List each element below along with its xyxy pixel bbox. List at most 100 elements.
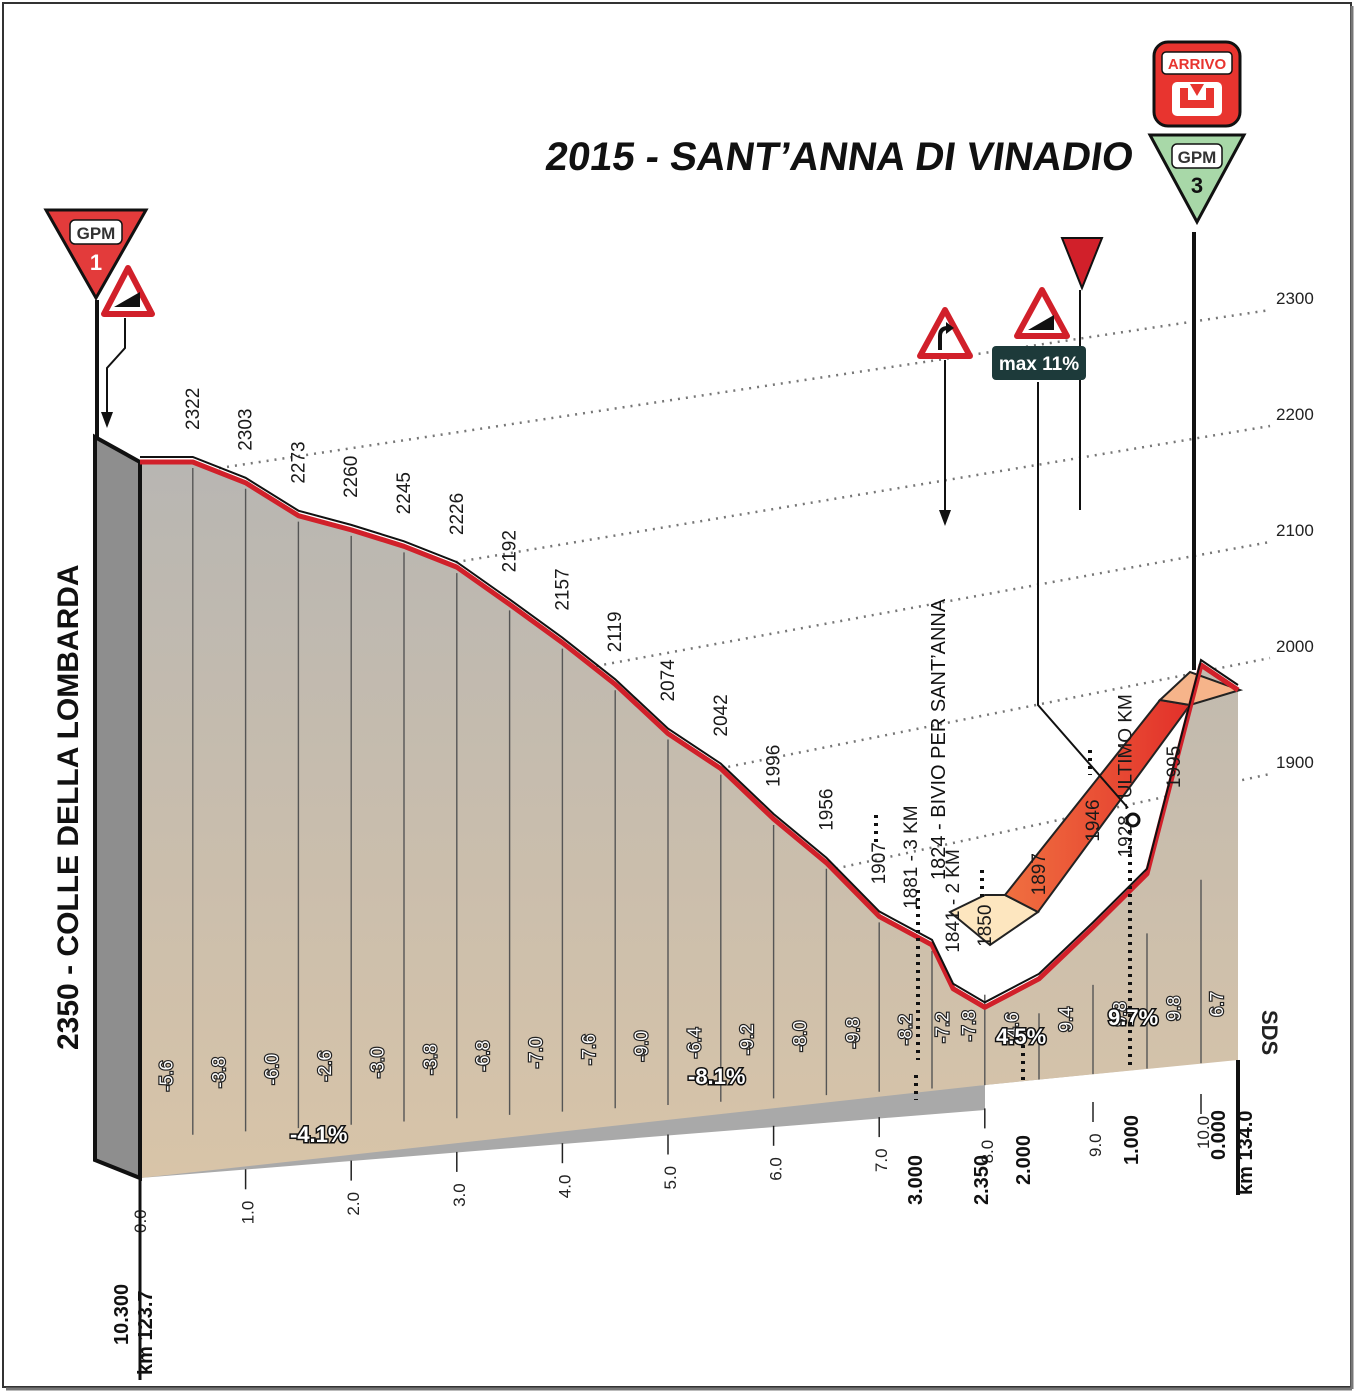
gpm-start-label: GPM — [77, 224, 116, 243]
elevation-label: 1956 — [816, 788, 837, 830]
gradient-label: -7.6 — [579, 1034, 599, 1065]
start-km: km 123.7 — [135, 1290, 157, 1375]
gradient-label: -7.0 — [526, 1037, 546, 1068]
start-arrow — [106, 318, 126, 418]
gradient-labels: -5.6 -3.8 -6.0 -2.6 -3.0 -3.8 -6.8 -7.0 -7.6 -9.0… — [155, 990, 1228, 1092]
gpm-finish-label: GPM — [1178, 148, 1217, 167]
elevation-label: 2260 — [341, 456, 362, 498]
elevation-tick-label: 2300 — [1276, 289, 1314, 308]
poi-bivio: 1824 - BIVIO PER SANT’ANNA — [928, 598, 950, 880]
km-tick-label: 10.0 — [1194, 1116, 1213, 1149]
elevation-label: 1946 — [1083, 799, 1104, 841]
elevation-label: 1881 - 3 KM — [901, 805, 922, 909]
finish-arrow-icon — [1172, 82, 1222, 116]
elevation-label: 2226 — [447, 493, 468, 535]
descent-warning-icon — [101, 265, 155, 317]
gradient-label: -8.0 — [790, 1021, 810, 1052]
gradient-label: -9.2 — [737, 1024, 757, 1055]
gpm-finish-category: 3 — [1191, 173, 1203, 198]
elevation-label: 2303 — [236, 409, 257, 451]
elevation-label: 2119 — [605, 611, 626, 652]
elevation-label: 1907 — [869, 842, 890, 884]
gradient-label: -7.2 — [933, 1012, 953, 1043]
flamme-rouge-icon — [1060, 237, 1104, 291]
road-outline — [140, 456, 1239, 1004]
gradient-label: -9.8 — [843, 1017, 863, 1048]
gradient-label: -3.0 — [368, 1047, 388, 1078]
max-gradient-pointer — [1037, 382, 1129, 809]
gradient-label: -3.8 — [209, 1057, 229, 1088]
segment-dividers — [192, 468, 1202, 1135]
gradient-label: -8.2 — [896, 1014, 916, 1045]
profile-area — [140, 462, 1238, 1178]
elevation-label: 1996 — [764, 745, 785, 787]
to-go-start: 10.300 — [111, 1284, 133, 1345]
road-line — [140, 459, 1240, 1010]
km-tick-label: 9.0 — [1086, 1133, 1105, 1157]
avg-gradient-2: -8.1% — [688, 1064, 745, 1089]
max-gradient-badge: max 11% — [992, 346, 1086, 380]
elevation-tick-label: 2200 — [1276, 405, 1314, 424]
to-go-2000: 2.000 — [1013, 1135, 1035, 1185]
gradient-label: -7.8 — [959, 1010, 979, 1041]
to-go-3000: 3.000 — [905, 1155, 927, 1205]
elevation-label: 2245 — [394, 472, 415, 514]
sds-logo: SDS — [1257, 1010, 1282, 1055]
gradient-label: -5.6 — [156, 1060, 176, 1091]
elevation-label: 2322 — [183, 388, 204, 430]
gpm-start-category: 1 — [90, 250, 102, 275]
start-arrow-head — [101, 412, 113, 428]
arrivo-badge: ARRIVO — [1152, 40, 1242, 128]
max-gradient-point — [1125, 812, 1141, 828]
start-location-label: 2350 - COLLE DELLA LOMBARDA — [52, 564, 85, 1050]
profile-left-face — [93, 433, 142, 1181]
to-go-2350: 2.350 — [971, 1155, 993, 1205]
gpm-start-badge: GPM 1 — [43, 208, 149, 302]
km-tick-label: 6.0 — [767, 1157, 786, 1181]
gradient-label: 6.7 — [1207, 992, 1227, 1017]
page-title: 2015 - SANT’ANNA DI VINADIO — [543, 134, 1137, 179]
km-tick-label: 1.0 — [239, 1201, 258, 1225]
elevation-tick-label: 2100 — [1276, 521, 1314, 540]
elevation-label: 1928 - ULTIMO KM — [1115, 694, 1136, 857]
km-tick-label: 7.0 — [872, 1148, 891, 1172]
avg-gradient-1: -4.1% — [290, 1122, 347, 1147]
max-gradient-label: max 11% — [999, 354, 1079, 375]
elevation-label: 2273 — [288, 441, 309, 483]
elevation-label: 1897 — [1029, 853, 1050, 895]
elevation-label: 2157 — [552, 568, 573, 610]
gradient-label: -2.6 — [315, 1050, 335, 1081]
elevation-label: 1841 - 2 KM — [943, 849, 964, 953]
elevation-label: 1850 — [975, 905, 996, 947]
finish-km: km 134.0 — [1235, 1110, 1257, 1195]
gpm-finish-badge: GPM 3 — [1147, 133, 1247, 226]
elevation-label: 1995 — [1164, 746, 1185, 788]
gradient-label: 4.6 — [1002, 1012, 1022, 1037]
gradient-label: -9.0 — [632, 1031, 652, 1062]
steep-climb-warning-icon — [1014, 287, 1070, 339]
elevation-label: 2042 — [711, 694, 732, 736]
turn-warning-icon — [917, 307, 973, 359]
gradient-label: 9.8 — [1164, 996, 1184, 1021]
poi-bivio-arrow-head — [939, 510, 951, 526]
elevation-scale-labels: 1900 2000 2100 2200 2300 — [1276, 289, 1314, 772]
km-tick-label: 4.0 — [555, 1175, 574, 1199]
km-tick-label: 5.0 — [661, 1166, 680, 1190]
gradient-label: -6.0 — [262, 1054, 282, 1085]
climb-mid-band — [1157, 670, 1244, 707]
gradient-label: -6.8 — [473, 1041, 493, 1072]
gradient-label: -3.8 — [420, 1044, 440, 1075]
gradient-label: 9.4 — [1056, 1007, 1076, 1032]
avg-gradient-4: 9.7% — [1108, 1005, 1158, 1030]
gradient-label: -6.4 — [684, 1027, 704, 1058]
gradient-label: 9.8 — [1110, 1001, 1130, 1026]
km-tick-label: 2.0 — [344, 1192, 363, 1216]
elevation-tick-label: 2000 — [1276, 637, 1314, 656]
km-tick-label: 8.0 — [978, 1140, 997, 1164]
elevation-label: 2074 — [658, 659, 679, 702]
elevation-label: 2192 — [500, 530, 521, 572]
km-tick-label: 3.0 — [450, 1183, 469, 1207]
grid-line — [139, 308, 1271, 482]
to-go-1000: 1.000 — [1121, 1115, 1143, 1165]
